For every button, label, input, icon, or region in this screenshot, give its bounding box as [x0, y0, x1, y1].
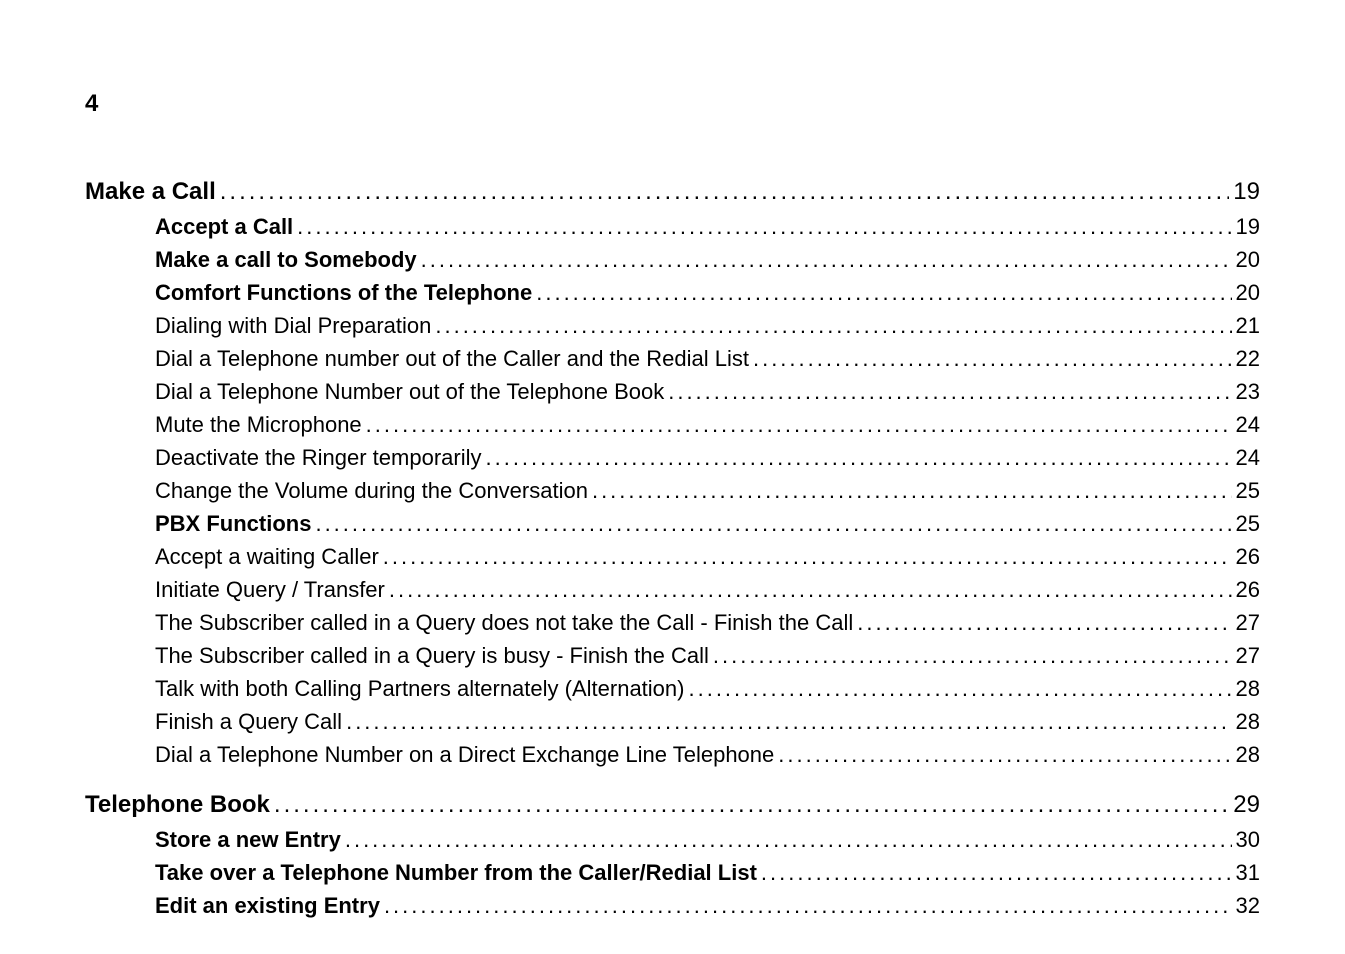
toc-leader-dots	[664, 375, 1231, 408]
toc-title: Accept a Call	[155, 210, 293, 243]
toc-title: Mute the Microphone	[155, 408, 362, 441]
toc-leader-dots	[216, 174, 1230, 210]
toc-leader-dots	[774, 738, 1231, 771]
toc-page-number: 25	[1232, 474, 1260, 507]
toc-page-number: 31	[1232, 856, 1260, 889]
toc-title: Make a Call	[85, 174, 216, 210]
toc-leader-dots	[379, 540, 1232, 573]
toc-page-number: 27	[1232, 606, 1260, 639]
toc-entry: Accept a waiting Caller 26	[85, 540, 1260, 573]
toc-leader-dots	[311, 507, 1231, 540]
toc-entry: Telephone Book 29	[85, 787, 1260, 823]
table-of-contents: Make a Call19Accept a Call19Make a call …	[85, 174, 1260, 922]
toc-page-number: 32	[1232, 889, 1260, 922]
toc-entry: Comfort Functions of the Telephone 20	[85, 276, 1260, 309]
toc-title: Accept a waiting Caller	[155, 540, 379, 573]
toc-title: The Subscriber called in a Query does no…	[155, 606, 853, 639]
toc-leader-dots	[749, 342, 1232, 375]
toc-title: Talk with both Calling Partners alternat…	[155, 672, 684, 705]
toc-title: Dialing with Dial Preparation	[155, 309, 431, 342]
toc-title: Take over a Telephone Number from the Ca…	[155, 856, 757, 889]
toc-page-number: 23	[1232, 375, 1260, 408]
toc-page-number: 28	[1232, 705, 1260, 738]
toc-title: Dial a Telephone number out of the Calle…	[155, 342, 749, 375]
toc-entry: Dial a Telephone Number out of the Telep…	[85, 375, 1260, 408]
toc-leader-dots	[532, 276, 1231, 309]
toc-title: Change the Volume during the Conversatio…	[155, 474, 588, 507]
toc-page-number: 22	[1232, 342, 1260, 375]
toc-entry: Dialing with Dial Preparation 21	[85, 309, 1260, 342]
toc-leader-dots	[341, 823, 1232, 856]
toc-entry: Talk with both Calling Partners alternat…	[85, 672, 1260, 705]
toc-title: Comfort Functions of the Telephone	[155, 276, 532, 309]
toc-page-number: 24	[1232, 441, 1260, 474]
toc-title: Make a call to Somebody	[155, 243, 417, 276]
toc-page-number: 29	[1229, 787, 1260, 823]
toc-entry: Dial a Telephone number out of the Calle…	[85, 342, 1260, 375]
toc-title: Finish a Query Call	[155, 705, 342, 738]
toc-leader-dots	[709, 639, 1232, 672]
toc-title: The Subscriber called in a Query is busy…	[155, 639, 709, 672]
toc-entry: PBX Functions 25	[85, 507, 1260, 540]
toc-entry: Take over a Telephone Number from the Ca…	[85, 856, 1260, 889]
toc-page-number: 27	[1232, 639, 1260, 672]
toc-leader-dots	[431, 309, 1231, 342]
toc-page-number: 26	[1232, 573, 1260, 606]
toc-page-number: 26	[1232, 540, 1260, 573]
toc-entry: Accept a Call 19	[85, 210, 1260, 243]
toc-entry: Dial a Telephone Number on a Direct Exch…	[85, 738, 1260, 771]
toc-leader-dots	[270, 787, 1229, 823]
toc-leader-dots	[757, 856, 1232, 889]
toc-leader-dots	[342, 705, 1231, 738]
toc-title: Deactivate the Ringer temporarily	[155, 441, 481, 474]
toc-page-number: 30	[1232, 823, 1260, 856]
toc-entry: Change the Volume during the Conversatio…	[85, 474, 1260, 507]
toc-entry: The Subscriber called in a Query does no…	[85, 606, 1260, 639]
toc-title: Edit an existing Entry	[155, 889, 380, 922]
toc-title: Initiate Query / Transfer	[155, 573, 385, 606]
toc-title: Dial a Telephone Number out of the Telep…	[155, 375, 664, 408]
toc-title: PBX Functions	[155, 507, 311, 540]
toc-leader-dots	[853, 606, 1231, 639]
toc-page-number: 21	[1232, 309, 1260, 342]
toc-page-number: 28	[1232, 738, 1260, 771]
toc-leader-dots	[380, 889, 1232, 922]
toc-leader-dots	[385, 573, 1232, 606]
toc-entry: Edit an existing Entry 32	[85, 889, 1260, 922]
toc-entry: Initiate Query / Transfer 26	[85, 573, 1260, 606]
toc-title: Store a new Entry	[155, 823, 341, 856]
toc-entry: Mute the Microphone 24	[85, 408, 1260, 441]
toc-page-number: 19	[1232, 210, 1260, 243]
toc-entry: The Subscriber called in a Query is busy…	[85, 639, 1260, 672]
toc-leader-dots	[293, 210, 1231, 243]
toc-page-number: 24	[1232, 408, 1260, 441]
toc-entry: Make a Call 19	[85, 174, 1260, 210]
toc-leader-dots	[362, 408, 1232, 441]
toc-title: Dial a Telephone Number on a Direct Exch…	[155, 738, 774, 771]
toc-leader-dots	[588, 474, 1232, 507]
page-number: 4	[85, 90, 1260, 118]
toc-entry: Store a new Entry 30	[85, 823, 1260, 856]
toc-entry: Deactivate the Ringer temporarily 24	[85, 441, 1260, 474]
toc-leader-dots	[481, 441, 1231, 474]
toc-leader-dots	[417, 243, 1232, 276]
toc-leader-dots	[684, 672, 1231, 705]
toc-page-number: 20	[1232, 276, 1260, 309]
toc-title: Telephone Book	[85, 787, 270, 823]
toc-page-number: 25	[1232, 507, 1260, 540]
toc-entry: Finish a Query Call 28	[85, 705, 1260, 738]
toc-entry: Make a call to Somebody 20	[85, 243, 1260, 276]
toc-page-number: 19	[1229, 174, 1260, 210]
toc-page-number: 28	[1232, 672, 1260, 705]
toc-page-number: 20	[1232, 243, 1260, 276]
